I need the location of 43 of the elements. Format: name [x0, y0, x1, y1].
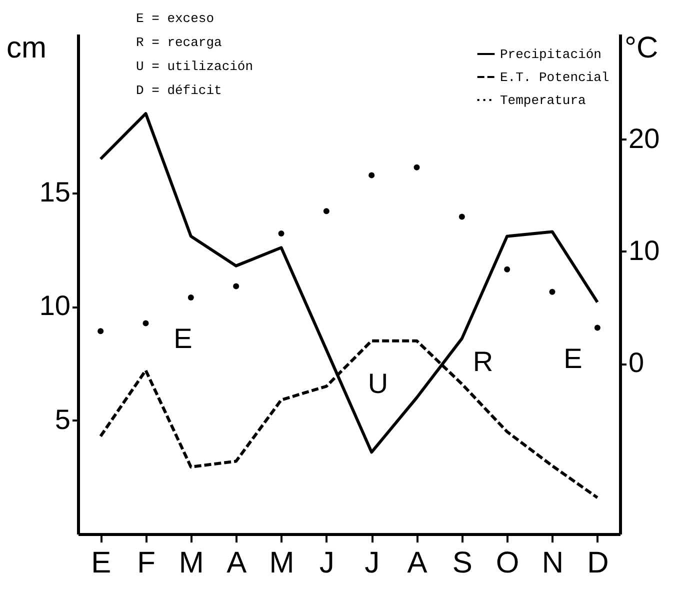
x-tick-label: F	[137, 546, 156, 580]
point	[414, 164, 420, 170]
x-tick-label: N	[542, 546, 564, 580]
annotation: D = déficit	[136, 83, 222, 98]
point	[98, 328, 104, 334]
legend-label: Temperatura	[500, 93, 586, 108]
point	[142, 320, 149, 326]
point	[504, 266, 510, 272]
text: E = exceso	[136, 11, 214, 26]
point	[549, 288, 556, 295]
y2-tick-label: 10	[628, 234, 660, 266]
annotation: E	[564, 343, 582, 374]
y-tick-label: 10	[39, 290, 70, 322]
y-tick-label: 15	[39, 176, 70, 208]
x-tick-label: J	[364, 546, 380, 580]
y-tick-label: 5	[54, 404, 70, 435]
point	[233, 283, 240, 290]
x-tick-label: A	[407, 546, 428, 580]
x-tick-label: M	[178, 546, 204, 580]
y2-axis-title: °C	[624, 32, 658, 64]
x-tick-label: J	[319, 546, 334, 580]
annotation: U = utilización	[136, 59, 254, 74]
annotation: R	[472, 346, 494, 377]
y2-tick-label: 20	[628, 122, 660, 154]
x-tick-label: M	[269, 546, 294, 580]
point	[188, 294, 194, 300]
point	[368, 172, 375, 178]
x-tick-label: D	[587, 546, 609, 580]
annotation: U	[368, 368, 388, 399]
point	[458, 214, 465, 220]
y2-tick-label: 0	[628, 347, 644, 378]
point	[278, 230, 284, 237]
y-axis-title: cm	[6, 32, 46, 64]
point	[323, 208, 330, 214]
legend-label: E.T. Potencial	[500, 70, 610, 85]
x-tick-label: S	[452, 546, 472, 580]
annotation: E	[174, 323, 192, 354]
point	[594, 324, 600, 331]
legend-label: Precipitación	[500, 47, 602, 62]
x-tick-label: E	[91, 546, 112, 580]
x-tick-label: A	[226, 546, 247, 580]
x-tick-label: O	[496, 546, 520, 580]
annotation: R = recarga	[136, 35, 222, 50]
